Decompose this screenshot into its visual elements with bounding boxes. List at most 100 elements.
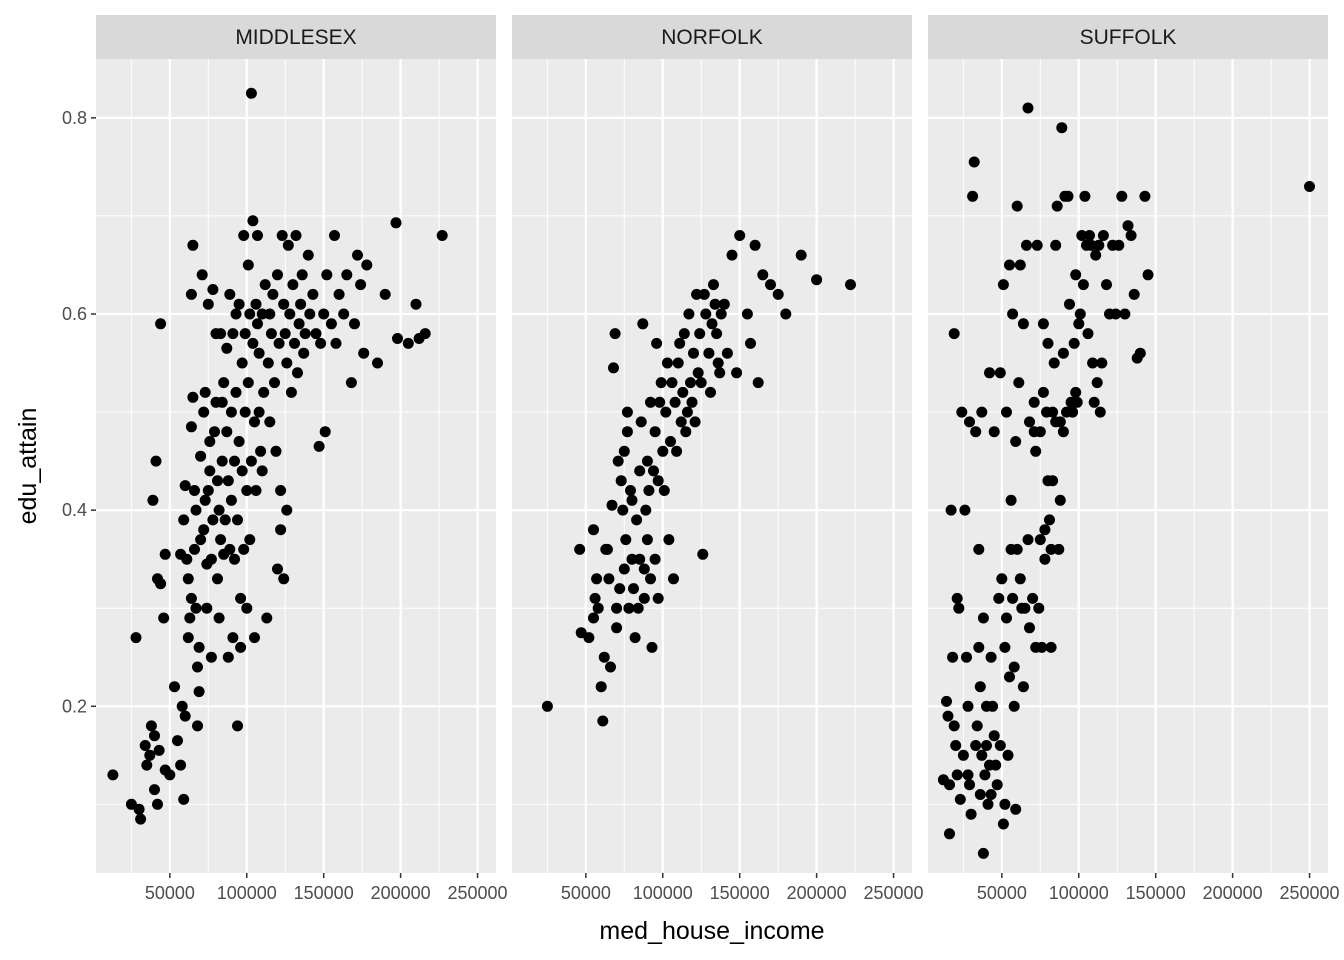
data-point (330, 337, 342, 349)
data-point (1005, 494, 1017, 506)
data-point (189, 543, 200, 555)
data-point (1019, 602, 1031, 614)
data-point (617, 504, 629, 516)
data-point (655, 377, 667, 389)
data-point (712, 357, 724, 369)
data-point (608, 362, 619, 374)
data-point (212, 475, 223, 487)
x-tick-label: 50000 (561, 883, 611, 903)
y-axis: 0.2 0.4 0.6 0.8 (62, 108, 96, 716)
x-tick-label: 200000 (371, 883, 431, 903)
data-point (265, 328, 277, 340)
data-point (1034, 426, 1046, 438)
data-point (284, 308, 296, 320)
data-point (681, 406, 693, 418)
data-point (976, 406, 988, 418)
data-point (708, 279, 719, 291)
data-point (632, 602, 644, 614)
data-point (605, 661, 616, 673)
data-point (349, 318, 360, 330)
data-point (971, 720, 983, 732)
facet-panel-norfolk: NORFOLK 50000 100000 150000 200000 250000 (512, 15, 924, 903)
data-point (221, 342, 233, 354)
data-point (990, 759, 1002, 771)
data-point (1036, 641, 1048, 653)
data-point (1113, 239, 1125, 251)
x-tick-label: 200000 (1203, 883, 1263, 903)
data-point (372, 357, 383, 369)
x-tick-label: 150000 (1126, 883, 1186, 903)
data-point (267, 288, 279, 300)
data-point (195, 534, 207, 546)
data-point (645, 396, 656, 408)
data-point (974, 789, 986, 800)
data-point (646, 641, 658, 653)
data-point (611, 602, 623, 614)
data-point (130, 632, 142, 644)
data-point (193, 686, 205, 698)
data-point (259, 279, 271, 291)
data-point (275, 485, 287, 496)
data-point (595, 681, 607, 693)
data-point (290, 230, 302, 241)
data-point (962, 700, 974, 712)
data-point (270, 445, 282, 457)
data-point (1097, 230, 1109, 241)
data-point (204, 436, 216, 447)
data-point (205, 553, 217, 565)
data-point (623, 602, 635, 614)
data-point (626, 553, 638, 565)
data-point (592, 602, 604, 614)
panel-background (512, 59, 912, 873)
data-point (663, 534, 675, 546)
data-point (1053, 543, 1065, 555)
data-point (379, 288, 391, 300)
data-point (658, 485, 670, 496)
data-point (714, 367, 726, 379)
data-point (361, 259, 373, 271)
data-point (947, 651, 959, 663)
data-point (1028, 396, 1040, 408)
data-point (1010, 436, 1022, 447)
data-point (207, 514, 219, 526)
data-point (951, 592, 963, 604)
data-point (1024, 416, 1035, 428)
x-tick-label: 100000 (217, 883, 277, 903)
x-tick-label: 150000 (294, 883, 354, 903)
data-point (625, 485, 636, 496)
data-point (601, 543, 613, 555)
data-point (845, 279, 856, 291)
data-points (937, 102, 1315, 859)
data-point (944, 828, 955, 840)
data-point (1017, 681, 1029, 693)
data-point (956, 406, 968, 418)
data-point (225, 406, 237, 418)
data-point (606, 499, 618, 511)
data-point (182, 573, 194, 585)
data-point (1094, 406, 1106, 418)
facet-panel-middlesex: MIDDLESEX 50000 100000 150000 200000 250000 (96, 15, 508, 903)
data-point (199, 386, 211, 398)
data-point (745, 337, 756, 349)
data-point (1087, 357, 1099, 369)
data-point (1048, 357, 1060, 369)
data-point (1024, 622, 1035, 634)
data-point (256, 465, 268, 477)
data-point (215, 328, 227, 340)
data-point (685, 377, 696, 389)
data-point (245, 455, 257, 467)
data-point (198, 524, 210, 536)
panel-background (96, 59, 496, 873)
data-point (169, 681, 180, 693)
data-point (715, 308, 727, 320)
data-point (982, 798, 994, 810)
data-point (198, 406, 210, 418)
data-point (302, 249, 314, 261)
data-point (671, 445, 683, 457)
data-point (182, 632, 194, 644)
data-point (199, 494, 211, 506)
data-point (588, 524, 599, 536)
data-point (253, 347, 265, 359)
data-point (218, 377, 230, 389)
data-point (1067, 406, 1079, 418)
